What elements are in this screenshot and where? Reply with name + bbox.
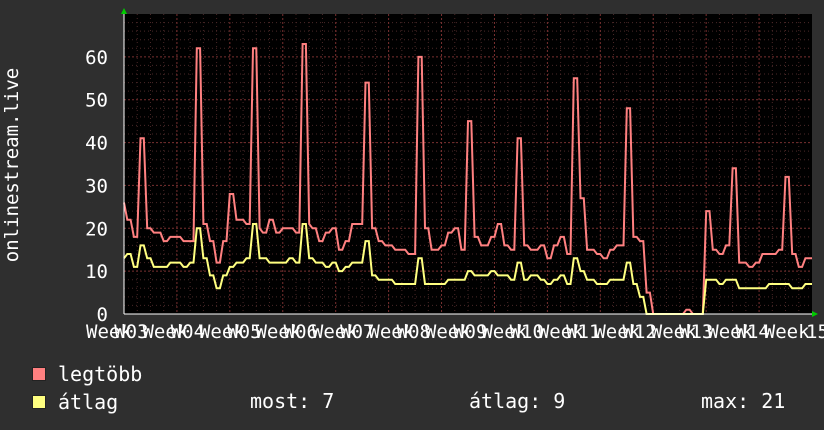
x-tick-label: W14 bbox=[736, 321, 770, 343]
x-tick-label: W09 bbox=[453, 321, 487, 343]
x-tick-label: W04 bbox=[171, 321, 205, 343]
x-tick-label: Week bbox=[86, 321, 132, 343]
x-axis-arrow-icon bbox=[812, 311, 818, 317]
y-tick-label: 60 bbox=[85, 47, 108, 69]
y-tick-label: 40 bbox=[85, 133, 108, 155]
x-tick-label: W13 bbox=[679, 321, 713, 343]
y-axis-arrow-icon bbox=[121, 8, 127, 14]
x-tick-label: W05 bbox=[227, 321, 261, 343]
legend-label-max: legtöbb bbox=[58, 362, 143, 386]
x-tick-label: W08 bbox=[397, 321, 431, 343]
x-tick-label: W03 bbox=[114, 321, 148, 343]
y-axis-ticks: 0 10 20 30 40 50 60 bbox=[85, 47, 108, 326]
x-tick-label: Week bbox=[651, 321, 697, 343]
stat-max: max: 21 bbox=[701, 389, 786, 413]
y-tick-label: 50 bbox=[85, 90, 108, 112]
x-tick-label: W06 bbox=[284, 321, 318, 343]
legend-item-max: legtöbb bbox=[32, 362, 142, 386]
x-tick-label: Week bbox=[142, 321, 188, 343]
legend-swatch-max bbox=[32, 367, 46, 381]
y-tick-label: 0 bbox=[97, 304, 108, 326]
x-tick-label: Week bbox=[425, 321, 471, 343]
x-tick-label: Week bbox=[707, 321, 753, 343]
x-tick-label: Week bbox=[199, 321, 245, 343]
x-tick-label: 15 bbox=[806, 321, 824, 343]
x-tick-label: Week bbox=[594, 321, 640, 343]
y-tick-label: 30 bbox=[85, 175, 108, 197]
x-axis-ticks: WeekW03WeekW04WeekW05WeekW06WeekW07WeekW… bbox=[86, 321, 824, 343]
x-tick-label: W07 bbox=[340, 321, 374, 343]
x-tick-label: W12 bbox=[623, 321, 657, 343]
legend-label-avg: átlag bbox=[58, 390, 119, 414]
x-tick-label: Week bbox=[312, 321, 358, 343]
stat-average: átlag: 9 bbox=[469, 389, 566, 413]
stat-current: most: 7 bbox=[250, 389, 335, 413]
y-tick-label: 20 bbox=[85, 218, 108, 240]
legend-swatch-avg bbox=[32, 395, 46, 409]
plot-background bbox=[124, 14, 812, 314]
x-tick-label: Week bbox=[255, 321, 301, 343]
x-tick-label: Week bbox=[481, 321, 527, 343]
y-tick-label: 10 bbox=[85, 261, 108, 283]
y-axis-label: onlinestream.live bbox=[1, 68, 23, 262]
x-tick-label: W11 bbox=[566, 321, 600, 343]
legend-item-avg: átlag bbox=[32, 390, 118, 414]
x-tick-label: Week bbox=[764, 321, 810, 343]
x-tick-label: W10 bbox=[510, 321, 544, 343]
x-tick-label: Week bbox=[538, 321, 584, 343]
x-tick-label: Week bbox=[368, 321, 414, 343]
